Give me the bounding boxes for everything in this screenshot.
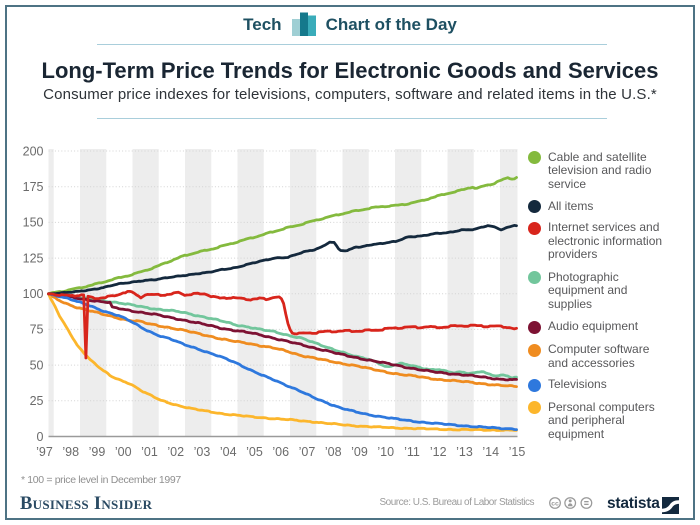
svg-text:’14: ’14 bbox=[482, 445, 499, 459]
svg-text:’99: ’99 bbox=[89, 445, 106, 459]
svg-text:’11: ’11 bbox=[404, 445, 420, 459]
svg-text:0: 0 bbox=[37, 430, 44, 444]
svg-text:’02: ’02 bbox=[167, 445, 184, 459]
svg-text:’09: ’09 bbox=[351, 445, 368, 459]
svg-text:’07: ’07 bbox=[299, 445, 316, 459]
svg-text:’01: ’01 bbox=[141, 445, 158, 459]
svg-text:150: 150 bbox=[23, 216, 44, 230]
svg-text:175: 175 bbox=[23, 180, 44, 194]
svg-text:’15: ’15 bbox=[509, 445, 526, 459]
svg-text:’97: ’97 bbox=[36, 445, 53, 459]
svg-text:’00: ’00 bbox=[115, 445, 132, 459]
svg-text:’06: ’06 bbox=[272, 445, 289, 459]
svg-text:’08: ’08 bbox=[325, 445, 342, 459]
svg-text:’13: ’13 bbox=[456, 445, 473, 459]
svg-text:cc: cc bbox=[551, 500, 559, 507]
svg-text:100: 100 bbox=[23, 287, 44, 301]
svg-text:’98: ’98 bbox=[62, 445, 79, 459]
svg-text:’12: ’12 bbox=[430, 445, 447, 459]
svg-text:75: 75 bbox=[30, 323, 44, 337]
svg-text:’10: ’10 bbox=[377, 445, 394, 459]
svg-text:50: 50 bbox=[30, 358, 44, 372]
svg-text:125: 125 bbox=[23, 251, 44, 265]
svg-text:200: 200 bbox=[23, 144, 44, 158]
svg-text:’03: ’03 bbox=[194, 445, 211, 459]
svg-text:25: 25 bbox=[30, 394, 44, 408]
svg-text:’04: ’04 bbox=[220, 445, 237, 459]
svg-text:’05: ’05 bbox=[246, 445, 263, 459]
